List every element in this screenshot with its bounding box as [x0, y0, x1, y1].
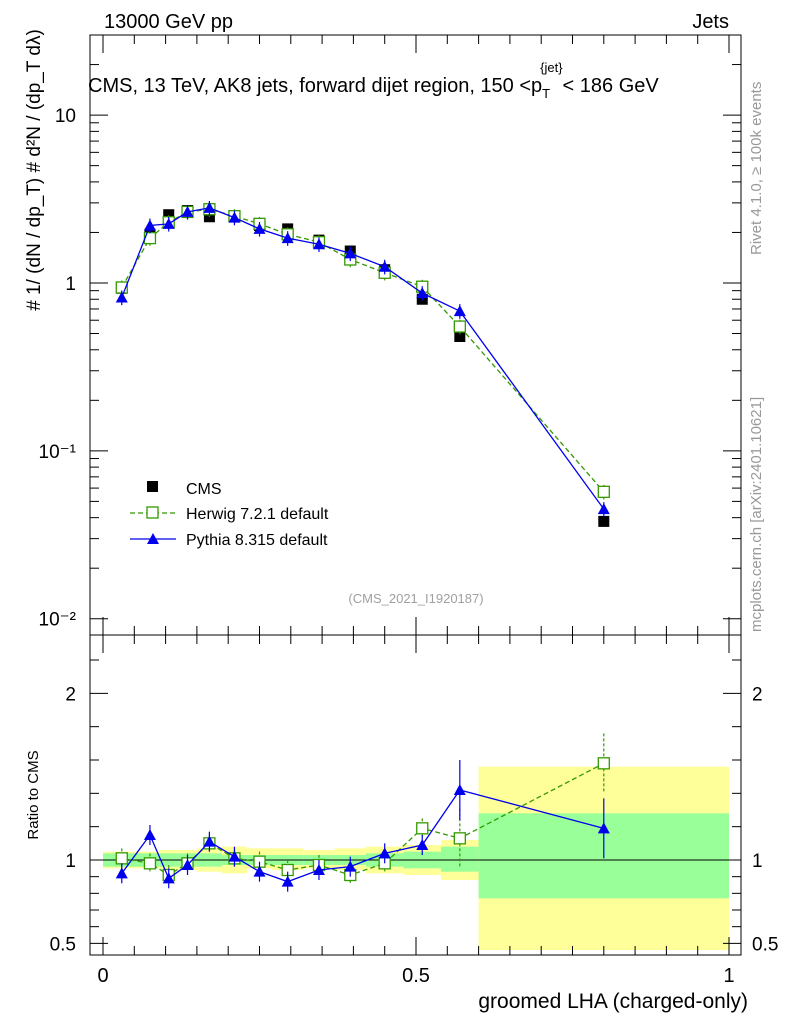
chart-title-suffix: < 186 GeV [563, 75, 660, 97]
data-point-pythia [143, 219, 156, 231]
y-axis-label-ratio: Ratio to CMS [25, 750, 42, 839]
data-point-cms [163, 209, 175, 221]
legend-pythia-marker [147, 533, 159, 544]
y-tick-label-main: 10⁻¹ [39, 442, 77, 463]
legend-herwig-label: Herwig 7.2.1 default [186, 506, 329, 523]
y-tick-label-ratio: 1 [65, 851, 76, 872]
analysis-tag: (CMS_2021_I1920187) [348, 591, 483, 606]
y-tick-label-main: 10⁻² [39, 610, 77, 631]
data-point-herwig [115, 852, 128, 865]
mcplots-label: mcplots.cern.ch [arXiv:2401.10621] [748, 397, 765, 632]
y-axis-label-main: # 1/ (dN / dp_T) # d²N / (dp_T dλ) [24, 29, 45, 311]
chart-title: CMS, 13 TeV, AK8 jets, forward dijet reg… [88, 60, 659, 101]
data-point-pythia [203, 201, 216, 213]
axis-tick-labels: 0 0.5 1 10⁻² 10⁻¹ 1 10 0.5 0.5 1 1 2 2 [39, 106, 779, 987]
series-line-ratio [121, 762, 605, 876]
data-point-cms [454, 330, 466, 342]
data-point-pythia [312, 238, 325, 250]
data-point-pythia [281, 232, 294, 244]
main-series [115, 200, 610, 527]
y-tick-label-main: 1 [65, 274, 76, 295]
y-tick-label-main: 10 [55, 106, 76, 127]
data-point-pythia [115, 867, 128, 879]
data-point-pythia [344, 860, 357, 872]
chart-title-sup: {jet} [540, 60, 563, 75]
data-point-pythia [228, 850, 241, 862]
data-point-herwig [143, 857, 157, 870]
data-point-herwig [416, 822, 429, 835]
x-tick-label: 0.5 [402, 965, 430, 987]
data-point-pythia [281, 875, 294, 887]
data-point-pythia [378, 260, 391, 272]
data-point-pythia [597, 822, 610, 834]
x-tick-label: 0 [97, 965, 108, 987]
legend-herwig-marker [146, 506, 159, 519]
data-point-pythia [181, 205, 194, 217]
data-point-herwig [453, 832, 466, 845]
y-tick-label-ratio-right: 0.5 [752, 934, 778, 955]
data-point-pythia [253, 865, 266, 877]
data-point-pythia [597, 503, 610, 515]
y-axis-label-main-text: # 1/ (dN / dp_T) # d²N / (dp_T dλ) [24, 29, 45, 311]
data-point-pythia [181, 859, 194, 870]
data-point-pythia [203, 835, 216, 847]
series-line-main [121, 208, 605, 493]
rivet-label: Rivet 4.1.0, ≥ 100k events [748, 82, 765, 255]
data-point-pythia [162, 872, 175, 884]
axis-ticks [90, 34, 741, 955]
x-tick-label: 1 [723, 965, 734, 987]
data-point-pythia [253, 222, 266, 234]
chart-title-sub: T [542, 86, 550, 101]
data-point-pythia [143, 829, 156, 840]
data-point-pythia [416, 839, 429, 850]
legend: CMS Herwig 7.2.1 default Pythia 8.315 de… [130, 481, 329, 549]
chart-title-prefix: CMS, 13 TeV, AK8 jets, forward dijet reg… [88, 75, 542, 97]
legend-pythia-label: Pythia 8.315 default [186, 532, 328, 549]
data-point-pythia [453, 784, 466, 795]
mcplots-label-wrap: mcplots.cern.ch [arXiv:2401.10621] [748, 397, 765, 632]
series-line-ratio [121, 789, 604, 883]
ratio-series [115, 733, 610, 892]
y-tick-label-ratio-right: 2 [752, 684, 763, 705]
data-point-pythia [228, 211, 241, 223]
data-point-pythia [312, 864, 325, 875]
uncertainty-bands [103, 766, 729, 950]
series-line-main [121, 207, 605, 510]
legend-cms-marker [147, 481, 158, 492]
data-point-pythia [378, 847, 391, 859]
header-left: 13000 GeV pp [104, 11, 233, 33]
data-point-pythia [162, 217, 175, 229]
data-point-pythia [344, 247, 357, 259]
data-point-pythia [416, 287, 429, 299]
data-point-pythia [453, 305, 466, 317]
rivet-label-wrap: Rivet 4.1.0, ≥ 100k events [748, 82, 765, 255]
header-right: Jets [692, 11, 729, 33]
legend-cms-label: CMS [186, 481, 222, 498]
y-tick-label-ratio: 2 [65, 684, 76, 705]
data-point-pythia [115, 291, 128, 303]
data-point-herwig [597, 485, 610, 498]
data-point-herwig [597, 757, 610, 770]
y-tick-label-ratio-right: 1 [752, 851, 763, 872]
x-axis-label: groomed LHA (charged-only) [478, 990, 748, 1013]
y-tick-label-ratio: 0.5 [50, 934, 76, 955]
y-axis-label-ratio-text: Ratio to CMS [25, 750, 42, 839]
data-point-herwig [453, 320, 466, 333]
data-point-cms [598, 515, 610, 527]
